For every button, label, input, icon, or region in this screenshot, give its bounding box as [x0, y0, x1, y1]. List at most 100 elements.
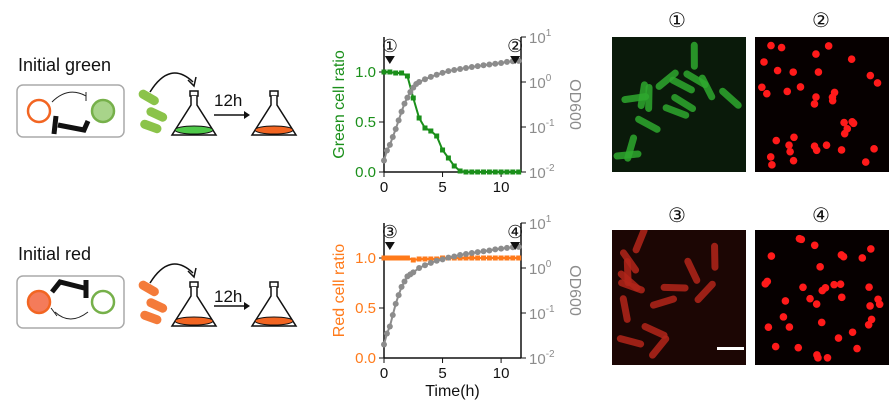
y2-tick-exponent: 1 [546, 214, 552, 225]
x-tick-label: 5 [438, 365, 446, 382]
ratio-point [457, 168, 463, 174]
od-point [381, 157, 387, 164]
cell-rod [694, 280, 716, 304]
ratio-point [510, 255, 516, 261]
od-point [474, 249, 481, 256]
od-point [462, 250, 469, 257]
microscopy-image-4 [755, 230, 889, 365]
od-point [416, 79, 423, 85]
ratio-point [516, 255, 522, 261]
od-point [421, 262, 428, 269]
od-point [386, 323, 393, 330]
y-tick-label: 0.0 [355, 164, 376, 181]
y2-tick-exponent: -1 [546, 304, 555, 315]
od-point [492, 246, 499, 253]
od-point [386, 141, 393, 148]
y2-tick-label: 10-1 [529, 118, 555, 137]
cell-rod [684, 257, 701, 284]
cell-dot [812, 50, 820, 58]
image-label-3: ③ [668, 205, 686, 227]
y-axis-label: Red cell ratio [331, 244, 348, 337]
y2-tick-label: 100 [529, 73, 552, 92]
cell-dot [823, 353, 832, 362]
x-tick-label: 0 [380, 365, 388, 382]
panel-label-red: Initial red [18, 244, 92, 264]
cell-dot [786, 147, 794, 156]
y2-tick-exponent: 0 [546, 259, 552, 270]
cell-dot [766, 153, 775, 161]
cell-dot [768, 161, 776, 169]
ratio-point [451, 163, 457, 169]
x-tick-label: 0 [380, 179, 388, 196]
cell-dot [789, 68, 798, 76]
od-point [398, 108, 405, 115]
ratio-point [481, 255, 487, 261]
image-label-4: ④ [812, 205, 830, 227]
y2-tick-exponent: -1 [546, 118, 555, 129]
cell-rod [616, 335, 645, 348]
y-tick-label: 1.0 [355, 250, 376, 267]
od-point [398, 283, 405, 290]
cell-rod [637, 81, 648, 110]
cell-dot [796, 83, 805, 91]
cell-dot [834, 334, 843, 342]
ratio-point [387, 255, 393, 261]
panel-label-green: Initial green [18, 55, 112, 75]
cell-dot [810, 241, 819, 250]
cell-rod [690, 41, 698, 70]
od-point [462, 64, 469, 71]
x-tick-label: 10 [493, 365, 510, 382]
cell-dot [818, 286, 827, 295]
ratio-point [381, 255, 387, 261]
ratio-point [492, 255, 498, 261]
cell-dot [781, 297, 790, 305]
cell-dot [814, 354, 822, 362]
y2-tick-label: 100 [529, 259, 552, 278]
cell-dot [772, 136, 781, 145]
od-point [401, 278, 408, 285]
marker-triangle [510, 242, 521, 250]
series-line-2 [383, 245, 519, 345]
cell-rod [655, 69, 679, 90]
microscopy-image-3 [612, 230, 746, 365]
cell-dot [866, 71, 875, 80]
cell-rod [669, 76, 695, 94]
cell-dot [789, 156, 798, 165]
od-point [486, 61, 493, 68]
cell-dot [817, 318, 826, 327]
od-point [433, 71, 440, 78]
y2-tick-exponent: -2 [546, 349, 555, 360]
od-point [451, 253, 458, 260]
y-tick-label: 1.0 [355, 64, 376, 81]
cell-dot [865, 283, 873, 291]
flask-red-start [170, 281, 218, 327]
cell-dot [758, 83, 766, 92]
image-background [612, 37, 746, 172]
od-point [474, 63, 481, 70]
od-point [503, 58, 510, 65]
cell-dot [810, 100, 819, 108]
cell-dot [814, 68, 823, 76]
od-point [480, 248, 487, 255]
cell-dot [779, 313, 788, 321]
ratio-point [410, 257, 416, 263]
cell-dot [799, 283, 807, 292]
cell-dot [866, 302, 874, 310]
cell-rod [660, 283, 689, 292]
od-point [383, 147, 390, 154]
cell-rod [671, 94, 697, 113]
marker-label: ② [507, 36, 523, 56]
cell-dot [785, 141, 793, 149]
ratio-point [440, 147, 446, 153]
cell-dot [822, 141, 831, 149]
od-point [404, 94, 411, 101]
od-point [468, 64, 475, 71]
cell-dot [777, 43, 786, 52]
marker-label: ④ [507, 222, 523, 242]
ratio-point [463, 169, 469, 175]
cell-dot [783, 87, 792, 96]
y2-tick-label: 101 [529, 28, 552, 47]
x-axis-label: Time(h) [425, 383, 480, 400]
